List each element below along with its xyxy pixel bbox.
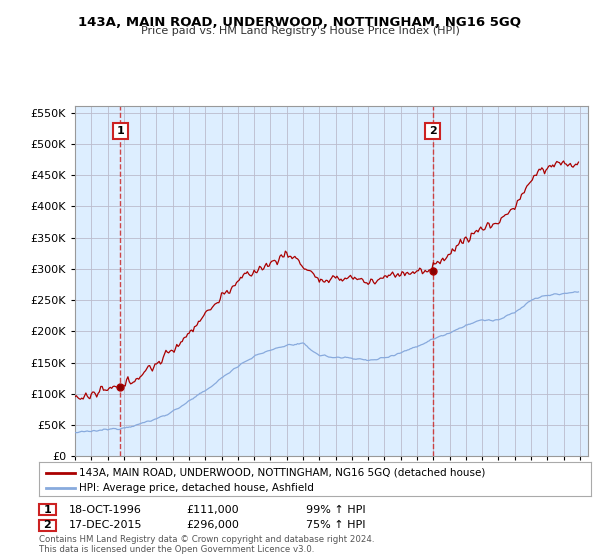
Text: Price paid vs. HM Land Registry's House Price Index (HPI): Price paid vs. HM Land Registry's House …: [140, 26, 460, 36]
Text: 2: 2: [44, 520, 51, 530]
Text: 18-OCT-1996: 18-OCT-1996: [69, 505, 142, 515]
Text: 1: 1: [44, 505, 51, 515]
Text: 143A, MAIN ROAD, UNDERWOOD, NOTTINGHAM, NG16 5GQ (detached house): 143A, MAIN ROAD, UNDERWOOD, NOTTINGHAM, …: [79, 468, 485, 478]
Text: 143A, MAIN ROAD, UNDERWOOD, NOTTINGHAM, NG16 5GQ: 143A, MAIN ROAD, UNDERWOOD, NOTTINGHAM, …: [79, 16, 521, 29]
Text: 17-DEC-2015: 17-DEC-2015: [69, 520, 143, 530]
Text: HPI: Average price, detached house, Ashfield: HPI: Average price, detached house, Ashf…: [79, 483, 314, 493]
Text: £111,000: £111,000: [186, 505, 239, 515]
Text: 1: 1: [116, 126, 124, 136]
Text: 99% ↑ HPI: 99% ↑ HPI: [306, 505, 365, 515]
Text: 75% ↑ HPI: 75% ↑ HPI: [306, 520, 365, 530]
Text: Contains HM Land Registry data © Crown copyright and database right 2024.
This d: Contains HM Land Registry data © Crown c…: [39, 535, 374, 554]
Text: £296,000: £296,000: [186, 520, 239, 530]
Text: 2: 2: [429, 126, 436, 136]
